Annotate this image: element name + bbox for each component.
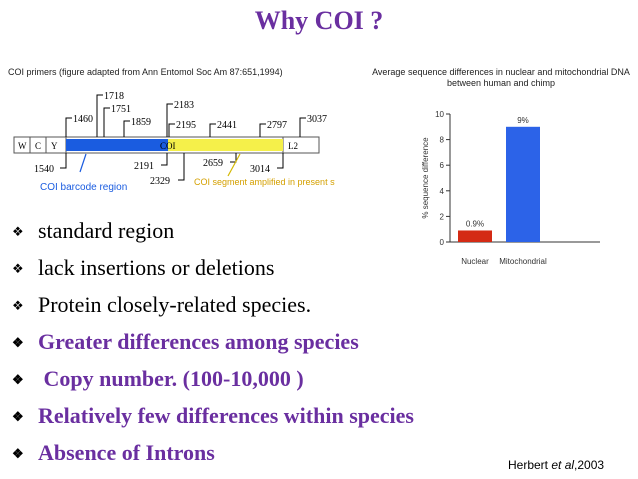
primer-arrow-2441 xyxy=(209,123,216,137)
primer-arrow-3014 xyxy=(277,153,284,169)
bar-nuclear xyxy=(458,230,492,242)
bullet-text: Protein closely-related species. xyxy=(38,292,312,317)
bullet-text: Greater differences among species xyxy=(38,329,359,354)
pos-2797: 2797 xyxy=(267,120,287,131)
bullet-copy-number: ❖ Copy number. (100-10,000 ) xyxy=(12,364,414,401)
barcode-pointer xyxy=(79,153,87,173)
bullet-marker: ❖ xyxy=(12,446,24,461)
primer-arrow-3037 xyxy=(299,117,306,137)
bullet-marker: ❖ xyxy=(12,372,24,387)
sequence-difference-chart: 0 2 4 6 8 10 % sequence difference 0.9% Nuclear 9… xyxy=(421,110,600,266)
y-tick-label: 6 xyxy=(440,161,445,170)
pos-1859: 1859 xyxy=(131,117,151,128)
primer-arrow-2797 xyxy=(259,123,266,137)
y-tick-label: 0 xyxy=(440,238,445,247)
bullet-marker: ❖ xyxy=(12,335,24,350)
y-tick-label: 10 xyxy=(435,110,444,119)
pos-1751: 1751 xyxy=(111,104,131,115)
x-tick-label-nuclear: Nuclear xyxy=(461,257,489,266)
y-axis-label: % sequence difference xyxy=(421,137,430,219)
primer-arrow-1859 xyxy=(123,120,130,137)
segment-coi-label: COI xyxy=(160,141,176,151)
primer-arrow-2195 xyxy=(168,123,175,137)
amplified-region-fill xyxy=(168,139,283,151)
bullet-greater-differences: ❖ Greater differences among species xyxy=(12,327,414,364)
bar-mitochondrial xyxy=(506,126,540,242)
primer-figure-caption: COI primers (figure adapted from Ann Ent… xyxy=(8,67,283,77)
citation-author: Herbert xyxy=(508,458,549,472)
segment-y-label: Y xyxy=(51,141,58,151)
bullet-text: Absence of Introns xyxy=(38,440,215,465)
primer-arrow-2329 xyxy=(178,153,185,181)
pos-1718: 1718 xyxy=(104,91,124,102)
amplified-segment-label: COI segment amplified in present study xyxy=(194,177,335,187)
primer-arrow-1460 xyxy=(65,117,72,137)
pos-3014: 3014 xyxy=(250,164,270,175)
y-tick-label: 8 xyxy=(440,136,445,145)
citation-etal: et al xyxy=(551,458,575,472)
amplified-pointer xyxy=(227,153,241,177)
data-label-mitochondrial: 9% xyxy=(517,116,529,125)
pos-2441: 2441 xyxy=(217,120,237,131)
coi-primer-diagram: W C Y COI L2 1460 1718 1751 1859 2183 21… xyxy=(13,91,335,193)
bullet-standard-region: ❖ standard region xyxy=(12,216,414,253)
slide-title: Why COI ? xyxy=(254,6,384,35)
bullet-marker: ❖ xyxy=(12,261,24,276)
bullet-marker: ❖ xyxy=(12,298,24,313)
bullet-no-introns: ❖ Absence of Introns xyxy=(12,438,414,475)
pos-2191: 2191 xyxy=(134,161,154,172)
data-label-nuclear: 0.9% xyxy=(466,219,484,228)
pos-2659: 2659 xyxy=(203,158,223,169)
y-tick-label: 2 xyxy=(440,212,445,221)
bullet-protein: ❖ Protein closely-related species. xyxy=(12,290,414,327)
primer-arrow-2659 xyxy=(230,153,237,163)
barcode-region-fill xyxy=(66,139,168,151)
bullet-no-indels: ❖ lack insertions or deletions xyxy=(12,253,414,290)
primer-arrow-2191 xyxy=(161,153,168,166)
pos-1460: 1460 xyxy=(73,114,93,125)
bullet-marker: ❖ xyxy=(12,409,24,424)
citation-year: ,2003 xyxy=(574,458,605,472)
bar-chart-title: Average sequence differences in nuclear … xyxy=(372,67,630,88)
pos-3037: 3037 xyxy=(307,114,327,125)
segment-l2-label: L2 xyxy=(288,141,298,151)
bullet-text: Relatively few differences within specie… xyxy=(38,403,414,428)
bullet-list: ❖ standard region ❖ lack insertions or del… xyxy=(12,216,414,475)
pos-1540: 1540 xyxy=(34,164,54,175)
barcode-region-label: COI barcode region xyxy=(40,182,127,193)
primer-arrow-1751 xyxy=(103,107,110,137)
bullet-marker: ❖ xyxy=(12,224,24,239)
x-tick-label-mitochondrial: Mitochondrial xyxy=(499,257,547,266)
pos-2195: 2195 xyxy=(176,120,196,131)
primer-arrow-2183 xyxy=(166,103,173,137)
bullet-text: lack insertions or deletions xyxy=(38,255,275,280)
amplified-label-text: COI segment amplified in present study xyxy=(194,177,335,187)
citation: Herbert et al,2003 xyxy=(508,458,604,472)
primer-arrow-1718 xyxy=(96,94,103,137)
pos-2183: 2183 xyxy=(174,100,194,111)
segment-c-label: C xyxy=(35,141,41,151)
y-tick-label: 4 xyxy=(440,187,445,196)
bullet-text: standard region xyxy=(38,218,175,243)
primer-arrow-1540 xyxy=(60,153,67,169)
segment-w-label: W xyxy=(18,141,27,151)
pos-2329: 2329 xyxy=(150,176,170,187)
bullet-few-differences: ❖ Relatively few differences within speci… xyxy=(12,401,414,438)
bullet-text: Copy number. (100-10,000 ) xyxy=(38,366,304,391)
